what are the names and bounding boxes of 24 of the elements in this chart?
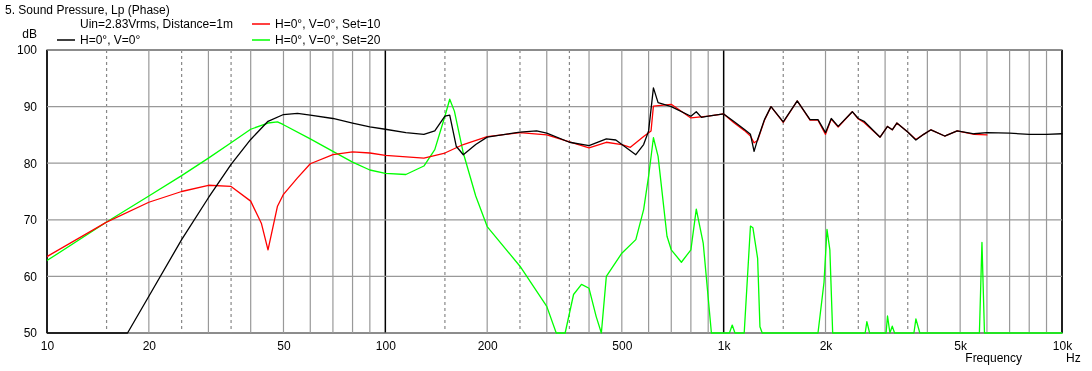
y-tick-label: 70 <box>23 213 38 228</box>
x-tick-label: 5k <box>954 338 968 353</box>
x-tick-label: 50 <box>277 338 291 353</box>
x-tick-label: 10k <box>1052 338 1074 353</box>
y-tick-label: 90 <box>23 99 38 114</box>
x-tick-label: 2k <box>819 338 834 353</box>
y-tick-label: 100 <box>16 43 38 58</box>
x-tick-label: 10 <box>40 338 55 353</box>
y-axis-title: dB <box>22 27 37 41</box>
y-tick-label: 50 <box>23 326 38 341</box>
chart-title: 5. Sound Pressure, Lp (Phase) <box>5 3 170 17</box>
x-tick-label: 1k <box>717 338 732 353</box>
legend-label: H=0°, V=0°, Set=20 <box>275 33 381 47</box>
y-tick-label: 60 <box>23 269 38 284</box>
x-axis-title: Frequency <box>965 351 1022 365</box>
text: Uin=2.83Vrms, Distance=1m <box>80 17 233 31</box>
x-tick-label: 200 <box>477 338 499 353</box>
x-tick-label: 100 <box>375 338 397 353</box>
x-tick-label: 20 <box>142 338 157 353</box>
legend-label: H=0°, V=0° <box>80 33 141 47</box>
legend-label: H=0°, V=0°, Set=10 <box>275 17 381 31</box>
y-tick-label: 80 <box>23 156 38 171</box>
text: Hz <box>1066 351 1081 365</box>
x-tick-label: 500 <box>612 338 633 353</box>
